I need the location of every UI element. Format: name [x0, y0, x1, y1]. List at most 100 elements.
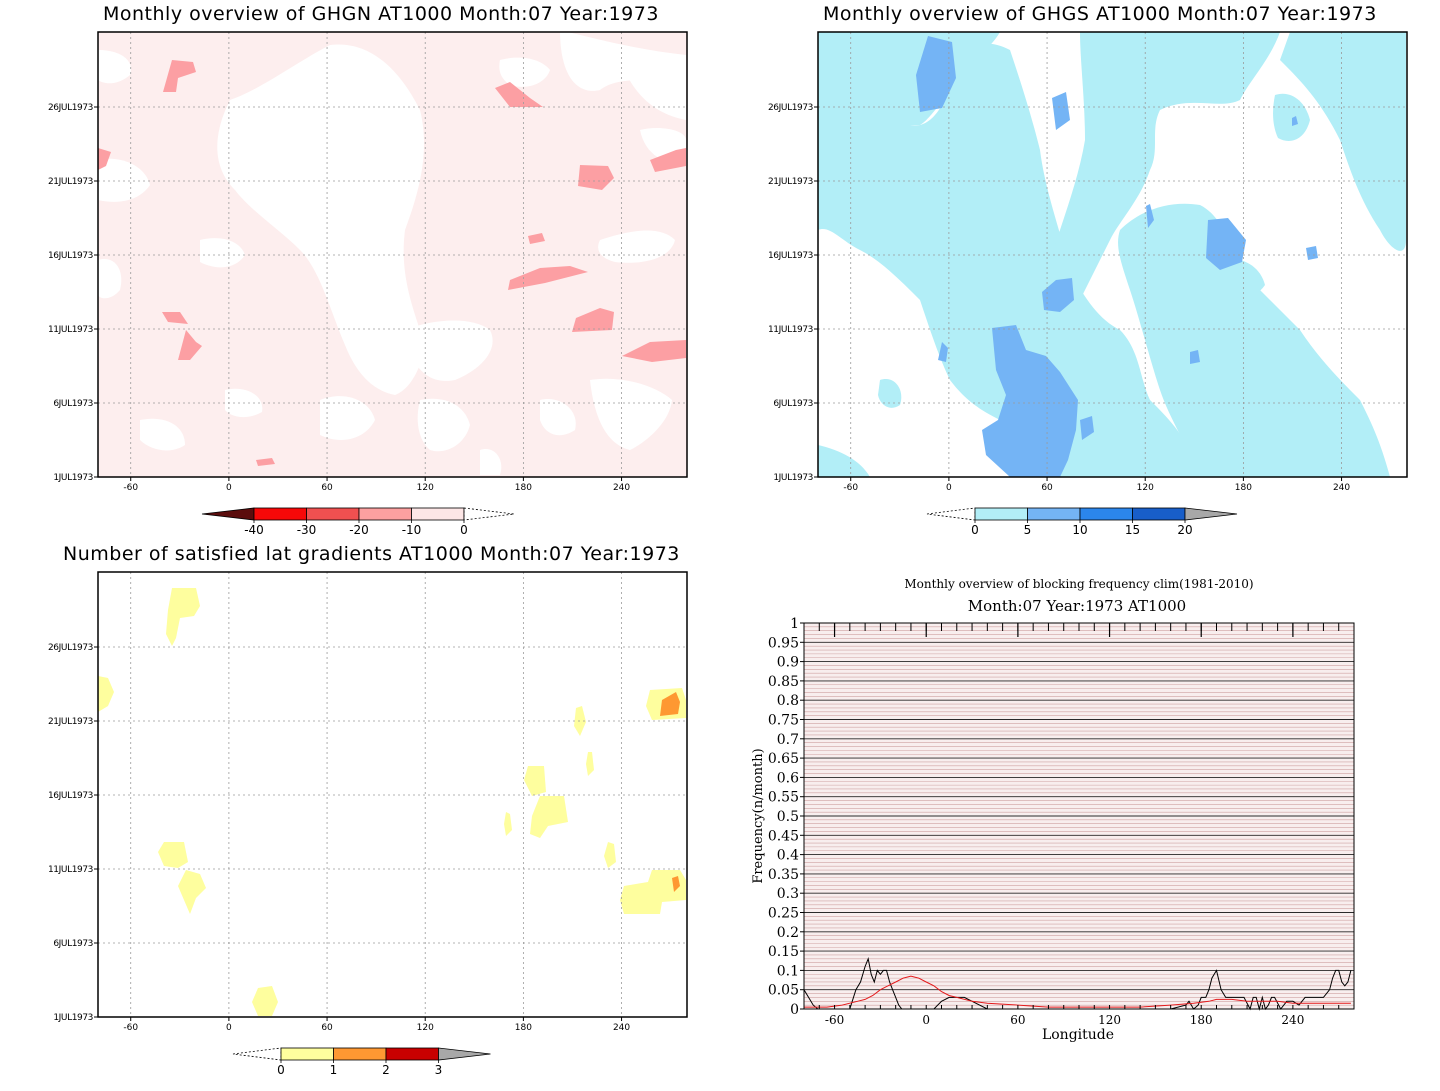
- y-tick-label: 16JUL1973: [768, 251, 813, 261]
- nsat-axes: -60 0 60 120 180 240 1JUL1973 6JUL1973 11JUL1973…: [48, 643, 630, 1033]
- colorbar-label: -40: [244, 523, 264, 537]
- ghgs-level-5-10: [916, 36, 1318, 477]
- chart-title: Monthly overview of blocking frequency c…: [904, 577, 1253, 591]
- colorbar-lower-arrow: [232, 1047, 282, 1061]
- y-tick-label: 0.45: [768, 828, 799, 844]
- panel-nsat: Number of satisfied lat gradients AT1000…: [0, 540, 720, 1091]
- ghgn-map: -60 0 60 120 180 240 1JUL1973 6JUL1973 11JUL1973…: [48, 30, 688, 537]
- y-tick-label: 26JUL1973: [768, 103, 813, 113]
- y-tick-label: 21JUL1973: [48, 177, 93, 187]
- x-axis-label: Longitude: [1042, 1027, 1114, 1043]
- y-tick-label: 11JUL1973: [768, 325, 813, 335]
- colorbar-label: 1: [330, 1063, 338, 1077]
- ghgs-grid: [818, 32, 1407, 477]
- y-tick-label: 16JUL1973: [48, 791, 93, 801]
- blocking-frequency-chart: Monthly overview of blocking frequency c…: [751, 577, 1355, 1043]
- y-tick-label: 0.65: [768, 751, 799, 767]
- y-tick-label: 11JUL1973: [48, 325, 93, 335]
- colorbar-label: 20: [1177, 523, 1192, 537]
- x-tick-label: 120: [1137, 483, 1154, 493]
- x-tick-label: 120: [417, 483, 434, 493]
- y-tick-label: 0.2: [777, 925, 799, 941]
- y-tick-label: 0.7: [777, 732, 799, 748]
- y-tick-label: 0.35: [768, 867, 799, 883]
- colorbar-upper-arrow: [438, 1047, 491, 1061]
- colorbar-label: -10: [402, 523, 422, 537]
- panel-title: Monthly overview of GHGS AT1000 Month:07…: [823, 3, 1377, 25]
- x-tick-label: -60: [123, 1023, 138, 1033]
- y-tick-label: 0.55: [768, 790, 799, 806]
- plot-gridlines: [804, 622, 1354, 1010]
- y-tick-label: 11JUL1973: [48, 865, 93, 875]
- y-tick-label: 0.85: [768, 674, 799, 690]
- panel-blocking-frequency: Monthly overview of blocking frequency c…: [720, 545, 1440, 1091]
- colorbar-box: [306, 507, 360, 521]
- y-tick-label: 0.3: [777, 886, 799, 902]
- colorbar-box: [411, 507, 465, 521]
- colorbar-box: [385, 1047, 439, 1061]
- nsat-background-field: [98, 572, 687, 1017]
- colorbar-label: 0: [460, 523, 468, 537]
- x-tick-label: 120: [1098, 1013, 1121, 1027]
- y-tick-label: 16JUL1973: [48, 251, 93, 261]
- x-tick-label: 0: [946, 483, 952, 493]
- ghgn-colorbar: -40 -30 -20 -10 0: [201, 507, 515, 537]
- x-tick-label: -60: [825, 1013, 844, 1027]
- y-tick-label: 1: [790, 616, 799, 632]
- colorbar-label: -20: [349, 523, 369, 537]
- x-tick-label: 60: [1010, 1013, 1025, 1027]
- chart-subtitle: Month:07 Year:1973 AT1000: [968, 597, 1186, 615]
- colorbar-box: [974, 507, 1028, 521]
- colorbar-box: [358, 507, 412, 521]
- ghgn-grid: [98, 32, 687, 477]
- y-tick-label: 0.6: [777, 770, 799, 786]
- panel-title: Number of satisfied lat gradients AT1000…: [63, 543, 680, 565]
- ghgs-fields: [818, 32, 1407, 477]
- ghgs-map: -60 0 60 120 180 240 1JUL1973 6JUL1973 11JUL1973…: [768, 31, 1408, 537]
- colorbar-lower-arrow: [201, 507, 255, 521]
- y-tick-label: 0.9: [777, 655, 799, 671]
- x-tick-label: 240: [613, 1023, 630, 1033]
- colorbar-box: [280, 1047, 334, 1061]
- y-tick-label: 0: [790, 1002, 799, 1018]
- y-tick-label: 6JUL1973: [53, 399, 93, 409]
- panel-ghgn: Monthly overview of GHGN AT1000 Month:07…: [0, 0, 720, 545]
- x-tick-label: 240: [1281, 1013, 1304, 1027]
- panel-title: Monthly overview of GHGN AT1000 Month:07…: [103, 3, 659, 25]
- colorbar-label: -30: [297, 523, 317, 537]
- series-red-line: [804, 975, 1351, 1008]
- x-tick-label: -60: [123, 483, 138, 493]
- y-tick-label: 6JUL1973: [773, 399, 813, 409]
- y-tick-label: 0.25: [768, 906, 799, 922]
- colorbar-box: [1132, 507, 1186, 521]
- ghgn-negative-patches: [98, 60, 686, 466]
- x-tick-label: 60: [1041, 483, 1053, 493]
- y-tick-label: 0.1: [777, 963, 799, 979]
- x-tick-label: 0: [922, 1013, 930, 1027]
- y-tick-label: 1JUL1973: [53, 473, 93, 483]
- panel-ghgs: Monthly overview of GHGS AT1000 Month:07…: [720, 0, 1440, 545]
- y-tick-label: 0.4: [777, 848, 799, 864]
- ghgn-fields: [98, 30, 687, 477]
- y-tick-label: 21JUL1973: [768, 177, 813, 187]
- x-tick-label: 240: [613, 483, 630, 493]
- x-tick-label: 180: [515, 1023, 532, 1033]
- y-tick-label: 1JUL1973: [53, 1013, 93, 1023]
- nsat-map: -60 0 60 120 180 2401JUL19736JUL197311JUL1973…: [48, 571, 688, 1077]
- y-axis-label: Frequency(n/month): [751, 748, 766, 883]
- ghgn-axes: -60 0 60 120 180 240 1JUL1973 6JUL1973 11JUL1973…: [48, 103, 630, 493]
- x-tick-label: 60: [321, 1023, 333, 1033]
- y-tick-label: 6JUL1973: [53, 939, 93, 949]
- y-tick-label: 26JUL1973: [48, 643, 93, 653]
- x-tick-label: 180: [515, 483, 532, 493]
- x-tick-label: 60: [321, 483, 333, 493]
- x-tick-label: -60: [843, 483, 858, 493]
- y-tick-label: 0.75: [768, 713, 799, 729]
- nsat-grid: [98, 572, 687, 1017]
- ghgs-axes: -60 0 60 120 180 240 1JUL1973 6JUL1973 11JUL1973…: [768, 103, 1350, 493]
- nsat-fields: [98, 572, 687, 1017]
- colorbar-box: [333, 1047, 387, 1061]
- y-tick-label: 0.5: [777, 809, 799, 825]
- y-tick-label: 26JUL1973: [48, 103, 93, 113]
- x-tick-label: 180: [1190, 1013, 1213, 1027]
